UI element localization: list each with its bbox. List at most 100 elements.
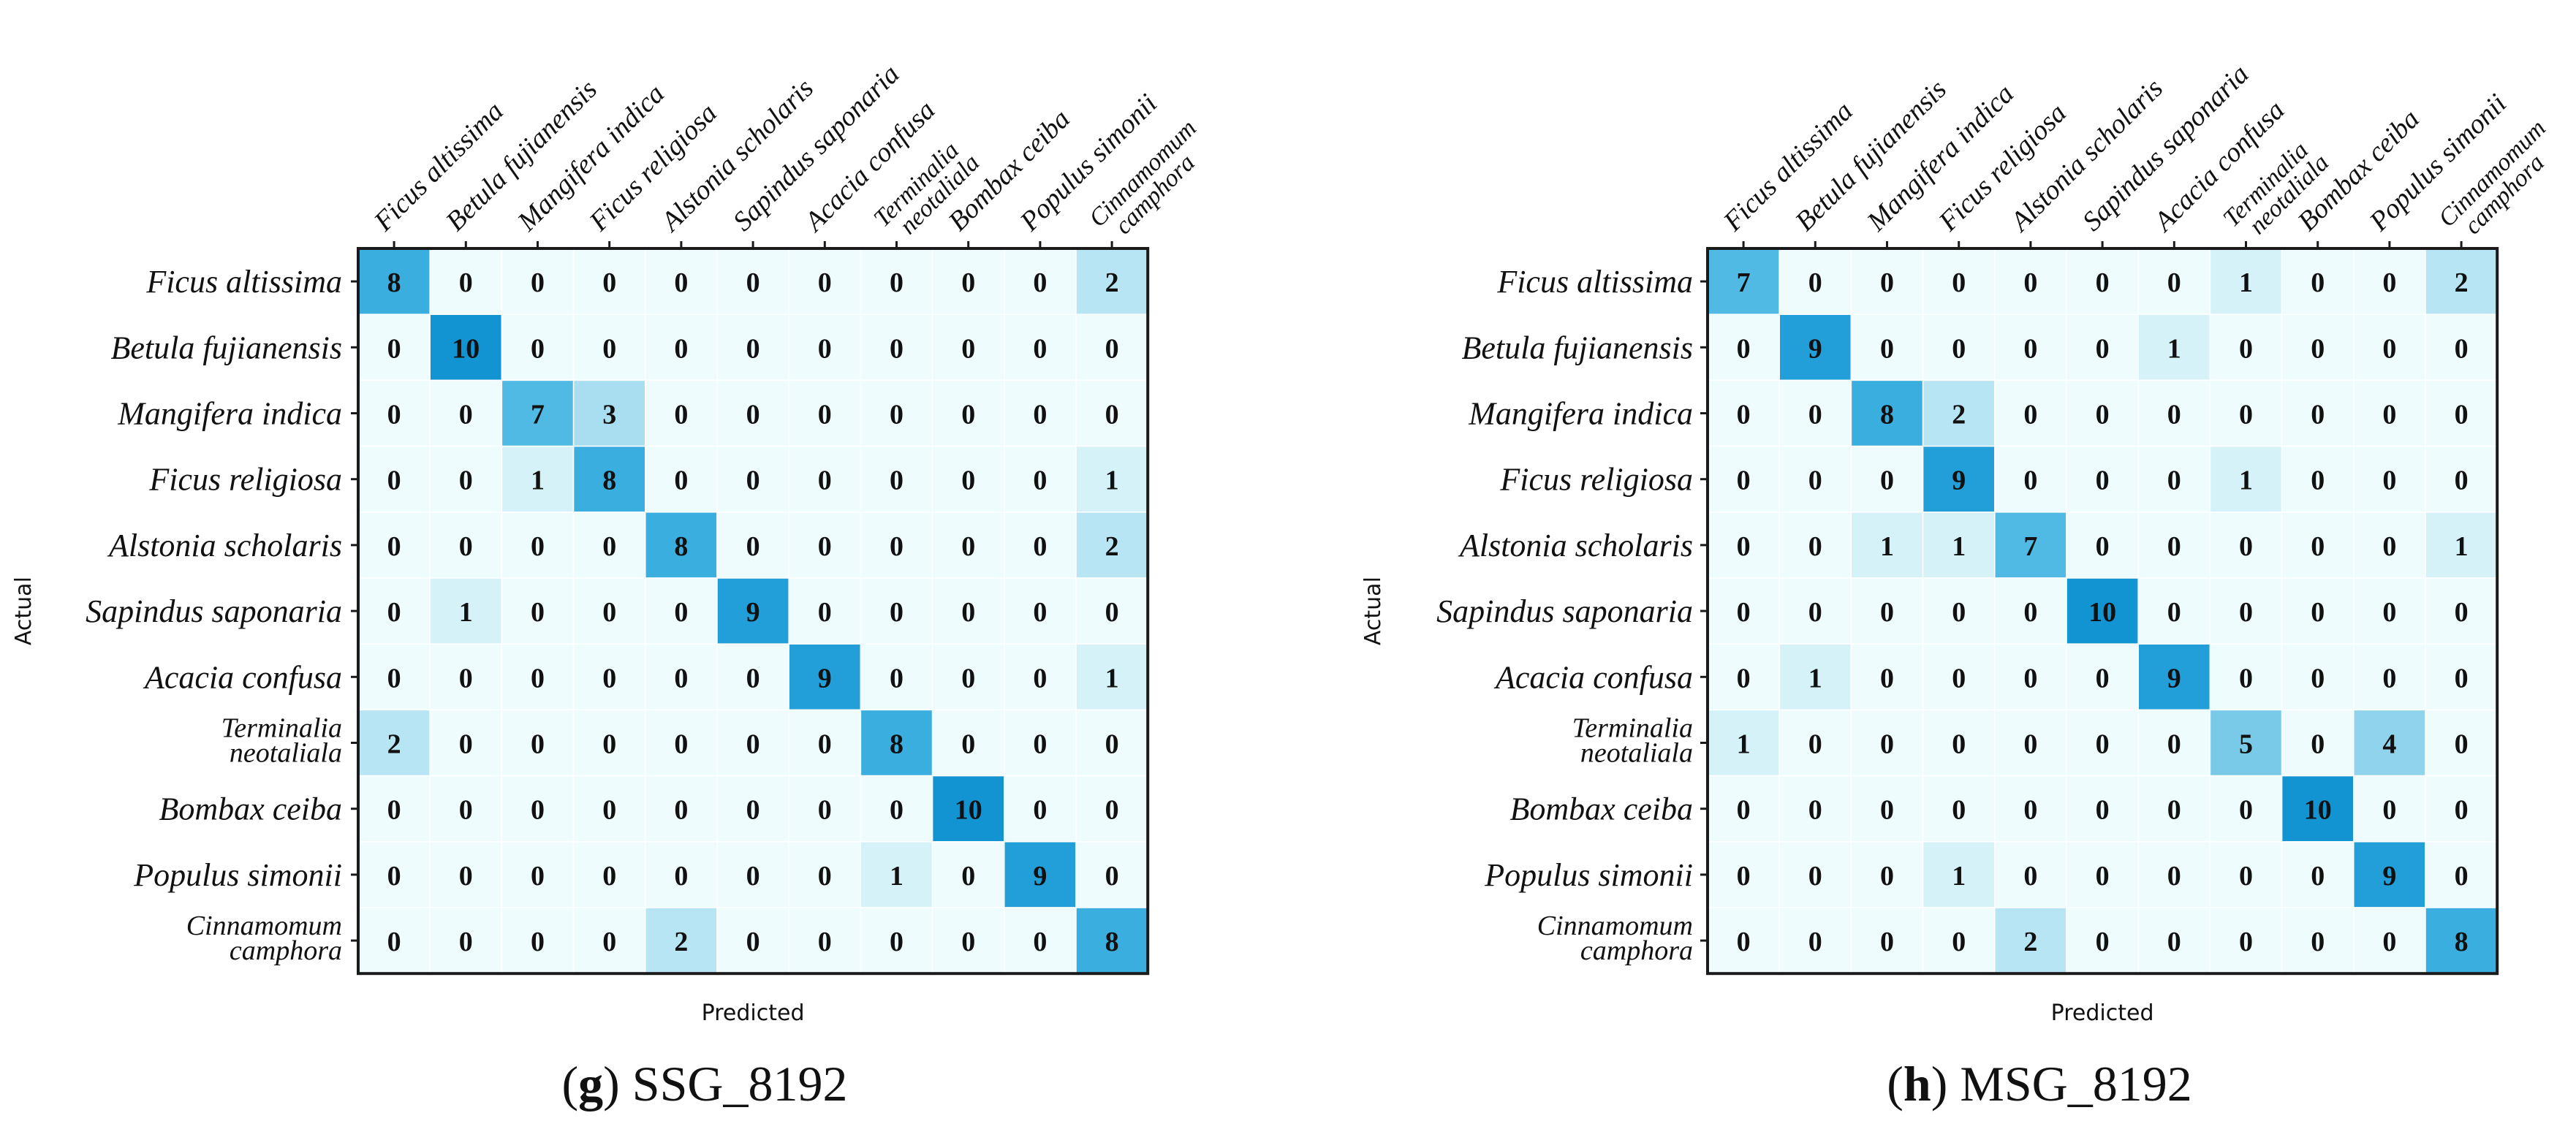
- cell-value-label: 0: [459, 531, 473, 562]
- cell-value-label: 0: [2023, 861, 2037, 892]
- cell-value-label: 0: [674, 400, 688, 430]
- cell-value-label: 2: [1105, 267, 1119, 298]
- matrix-cell: [716, 775, 789, 843]
- cell-value-label: 0: [746, 267, 760, 298]
- cell-value-label: 0: [2311, 927, 2325, 957]
- cell-value-label: 0: [602, 861, 616, 892]
- cell-value-label: 8: [890, 729, 904, 760]
- row-label: Cinnamomum camphora: [186, 911, 342, 966]
- matrix-cell: [1778, 907, 1852, 974]
- cell-value-label: 0: [1033, 729, 1047, 760]
- matrix-cell: [860, 512, 933, 579]
- cell-value-label: 0: [2023, 466, 2037, 496]
- cell-value-label: 0: [2167, 531, 2181, 562]
- matrix-cell: [645, 907, 718, 974]
- matrix-cell: [2066, 709, 2139, 777]
- x-axis-title: Predicted: [702, 1000, 805, 1026]
- row-label-line: Cinnamomum: [186, 911, 342, 941]
- matrix-cell: [2137, 314, 2211, 381]
- cell-value-label: 0: [2455, 729, 2469, 760]
- cell-value-label: 0: [674, 597, 688, 628]
- cell-value-label: 0: [818, 795, 832, 826]
- cell-value-label: 0: [2311, 597, 2325, 628]
- matrix-cell: [1922, 841, 1996, 908]
- cell-value-label: 9: [1033, 861, 1047, 892]
- cell-value-label: 0: [1105, 333, 1119, 364]
- matrix-cell: [645, 314, 718, 381]
- row-label: Bombax ceiba: [159, 791, 342, 827]
- matrix-cell: [1004, 379, 1077, 447]
- cell-value-label: 0: [746, 400, 760, 430]
- matrix-cell: [1075, 775, 1148, 843]
- cell-value-label: 0: [746, 795, 760, 826]
- matrix-cell: [2425, 775, 2498, 843]
- cell-value-label: 1: [1737, 729, 1751, 760]
- cell-value-label: 0: [2096, 927, 2110, 957]
- cell-value-label: 0: [1033, 597, 1047, 628]
- cell-value-label: 0: [746, 333, 760, 364]
- cell-value-label: 0: [459, 795, 473, 826]
- cell-value-label: 0: [818, 729, 832, 760]
- cell-value-label: 3: [602, 400, 616, 430]
- cell-value-label: 0: [2311, 729, 2325, 760]
- cell-value-label: 0: [1105, 597, 1119, 628]
- confusion-matrix-panel-h: 7 0 0 0 0 0 0 1 0 0 20 9 0 0 0 0 1 0 0 0 00 0 8 2 0 0 0 0 0 0 00 0 0 9 0 0 0…: [1360, 58, 2551, 1112]
- cell-value-label: 0: [2382, 663, 2396, 694]
- cell-value-label: 1: [2455, 531, 2469, 562]
- cell-value-label: 2: [2455, 267, 2469, 298]
- row-label: Terminalia neotaliala: [221, 713, 342, 769]
- matrix-cell: [2353, 841, 2426, 908]
- matrix-cell: [931, 841, 1005, 908]
- matrix-cell: [2209, 907, 2283, 974]
- matrix-cell: [501, 907, 575, 974]
- cell-value-label: 1: [1808, 663, 1822, 694]
- cell-value-label: 0: [602, 795, 616, 826]
- matrix-cell: [1994, 643, 2067, 711]
- cell-value-label: 0: [602, 267, 616, 298]
- cell-value-label: 0: [2239, 531, 2253, 562]
- cell-value-label: 0: [387, 531, 401, 562]
- cell-value-label: 0: [1033, 531, 1047, 562]
- cell-value-label: 0: [387, 861, 401, 892]
- cell-value-label: 0: [1033, 333, 1047, 364]
- cell-value-label: 0: [674, 795, 688, 826]
- matrix-cell: [860, 379, 933, 447]
- matrix-cell: [931, 775, 1005, 843]
- cell-value-label: 0: [1952, 663, 1966, 694]
- matrix-cell: [2066, 907, 2139, 974]
- matrix-cell: [716, 445, 789, 513]
- matrix-cell: [1922, 379, 1996, 447]
- matrix-cell: [2209, 775, 2283, 843]
- matrix-cell: [2281, 841, 2355, 908]
- row-labels: Ficus altissima Betula fujianensis Mangife…: [86, 264, 358, 966]
- cell-value-label: 0: [961, 531, 975, 562]
- cell-value-label: 0: [1952, 267, 1966, 298]
- cell-value-label: 0: [961, 267, 975, 298]
- matrix-cell: [2353, 709, 2426, 777]
- cell-value-label: 0: [2096, 400, 2110, 430]
- matrix-cell: [1850, 445, 1924, 513]
- cell-value-label: 0: [2311, 267, 2325, 298]
- matrix-cell: [2281, 775, 2355, 843]
- cell-value-label: 0: [961, 597, 975, 628]
- cell-value-label: 0: [1737, 400, 1751, 430]
- matrix-cell: [1994, 775, 2067, 843]
- cell-value-label: 0: [674, 267, 688, 298]
- cell-value-label: 0: [602, 663, 616, 694]
- cell-value-label: 2: [2023, 927, 2037, 957]
- matrix-cell: [1004, 248, 1077, 315]
- matrix-cells: 8 0 0 0 0 0 0 0 0 0 20 10 0 0 0 0 0 0 0 0 00 0 7 3 0 0 0 0 0 0 00 0 1 8 0 0…: [357, 248, 1148, 974]
- cell-value-label: 0: [602, 597, 616, 628]
- cell-value-label: 10: [452, 333, 480, 364]
- cell-value-label: 0: [746, 927, 760, 957]
- caption-paren: (: [1887, 1056, 1903, 1112]
- matrix-cell: [2137, 577, 2211, 645]
- matrix-cell: [1707, 379, 1780, 447]
- matrix-cell: [860, 248, 933, 315]
- row-label-line: Terminalia: [1572, 713, 1693, 744]
- cell-value-label: 1: [2167, 333, 2181, 364]
- matrix-cell: [2425, 379, 2498, 447]
- matrix-cell: [2281, 445, 2355, 513]
- cell-value-label: 0: [1105, 861, 1119, 892]
- caption-paren: (: [561, 1056, 578, 1112]
